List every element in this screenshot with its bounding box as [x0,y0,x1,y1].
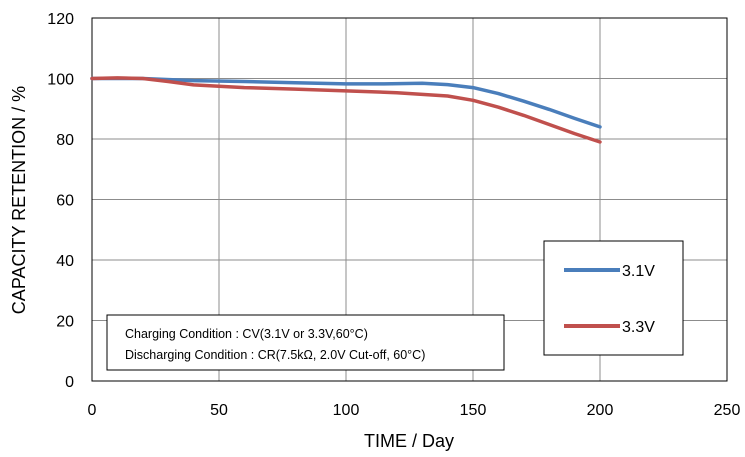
x-tick-label: 200 [587,402,614,419]
x-tick-label: 250 [714,402,741,419]
plot-frame [91,17,728,382]
legend-box [543,240,684,356]
y-tick-label: 100 [47,72,74,89]
x-tick-label: 0 [88,402,97,419]
discharging-condition-text: Discharging Condition : CR(7.5kΩ, 2.0V C… [125,348,425,362]
conditions-note: Charging Condition : CV(3.1V or 3.3V,60°… [106,314,505,371]
y-tick-label: 80 [56,132,74,149]
y-tick-label: 120 [47,11,74,28]
x-tick-label: 50 [210,402,228,419]
series-lines [90,76,602,144]
legend-label-3-3v: 3.3V [622,319,655,336]
legend-label-3-1v: 3.1V [622,263,655,280]
legend: 3.1V 3.3V [543,240,684,356]
series-line-3-3v [90,76,602,144]
y-tick-label: 0 [65,374,74,391]
y-axis-title: CAPACITY RETENTION / % [9,86,29,314]
conditions-box [106,314,505,371]
tick-labels: 0 50 100 150 200 250 0 20 40 60 80 100 120 [47,11,740,419]
series-line-3-1v [90,76,602,129]
x-axis-title: TIME / Day [364,431,454,451]
x-tick-label: 100 [333,402,360,419]
y-tick-label: 40 [56,253,74,270]
y-tick-label: 20 [56,314,74,331]
x-tick-label: 150 [460,402,487,419]
y-tick-label: 60 [56,193,74,210]
charging-condition-text: Charging Condition : CV(3.1V or 3.3V,60°… [125,327,368,341]
